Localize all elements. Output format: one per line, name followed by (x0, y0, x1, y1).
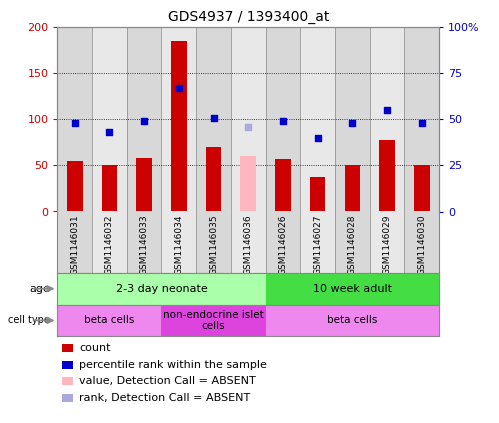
Bar (414, 165, 430, 212)
Bar (241, 157, 256, 212)
Text: GSM1146026: GSM1146026 (278, 214, 287, 275)
Bar (102, 165, 117, 212)
Text: percentile rank within the sample: percentile rank within the sample (79, 360, 267, 370)
Bar (162, 27, 196, 212)
Text: GSM1146035: GSM1146035 (209, 214, 218, 275)
Bar (335, 212, 370, 273)
Text: GSM1146033: GSM1146033 (140, 214, 149, 275)
Text: cell type: cell type (8, 316, 50, 325)
Text: GSM1146030: GSM1146030 (417, 214, 426, 275)
Bar (404, 27, 439, 212)
Point (210, 114, 218, 121)
Bar (231, 27, 265, 212)
Point (244, 124, 252, 130)
Bar (344, 165, 360, 212)
Text: GSM1146034: GSM1146034 (174, 214, 183, 275)
Text: beta cells: beta cells (327, 316, 378, 325)
Bar (57, 27, 92, 212)
Bar (67, 161, 82, 212)
Bar (275, 159, 291, 212)
Bar (57, 212, 92, 273)
Bar (57, 305, 162, 336)
Point (140, 118, 148, 125)
Point (279, 118, 287, 125)
Bar (127, 212, 162, 273)
Bar (265, 305, 439, 336)
Text: beta cells: beta cells (84, 316, 135, 325)
Bar (265, 27, 300, 212)
Bar (404, 212, 439, 273)
Point (175, 85, 183, 92)
Text: rank, Detection Call = ABSENT: rank, Detection Call = ABSENT (79, 393, 250, 403)
Bar (231, 212, 265, 273)
Point (105, 129, 113, 136)
Bar (196, 212, 231, 273)
Bar (265, 212, 300, 273)
Text: 2-3 day neonate: 2-3 day neonate (116, 284, 208, 294)
Bar (127, 27, 162, 212)
Bar (379, 140, 395, 212)
Text: value, Detection Call = ABSENT: value, Detection Call = ABSENT (79, 376, 255, 386)
Bar (57, 273, 265, 305)
Text: GSM1146028: GSM1146028 (348, 214, 357, 275)
Text: GSM1146036: GSM1146036 (244, 214, 253, 275)
Title: GDS4937 / 1393400_at: GDS4937 / 1393400_at (168, 10, 329, 24)
Bar (92, 212, 127, 273)
Point (418, 120, 426, 126)
Text: count: count (79, 343, 110, 353)
Bar (162, 305, 265, 336)
Point (348, 120, 356, 126)
Text: GSM1146032: GSM1146032 (105, 214, 114, 275)
Text: GSM1146027: GSM1146027 (313, 214, 322, 275)
Point (383, 107, 391, 114)
Bar (335, 27, 370, 212)
Bar (196, 27, 231, 212)
Bar (300, 212, 335, 273)
Text: non-endocrine islet
cells: non-endocrine islet cells (163, 310, 264, 331)
Point (314, 135, 322, 141)
Bar (162, 212, 196, 273)
Text: GSM1146031: GSM1146031 (70, 214, 79, 275)
Bar (370, 212, 404, 273)
Bar (370, 27, 404, 212)
Bar (206, 147, 222, 212)
Bar (92, 27, 127, 212)
Bar (300, 27, 335, 212)
Text: GSM1146029: GSM1146029 (383, 214, 392, 275)
Point (71, 120, 79, 126)
Bar (310, 176, 325, 212)
Text: age: age (29, 284, 50, 294)
Text: 10 week adult: 10 week adult (313, 284, 392, 294)
Bar (136, 158, 152, 212)
Bar (171, 41, 187, 212)
Bar (265, 273, 439, 305)
